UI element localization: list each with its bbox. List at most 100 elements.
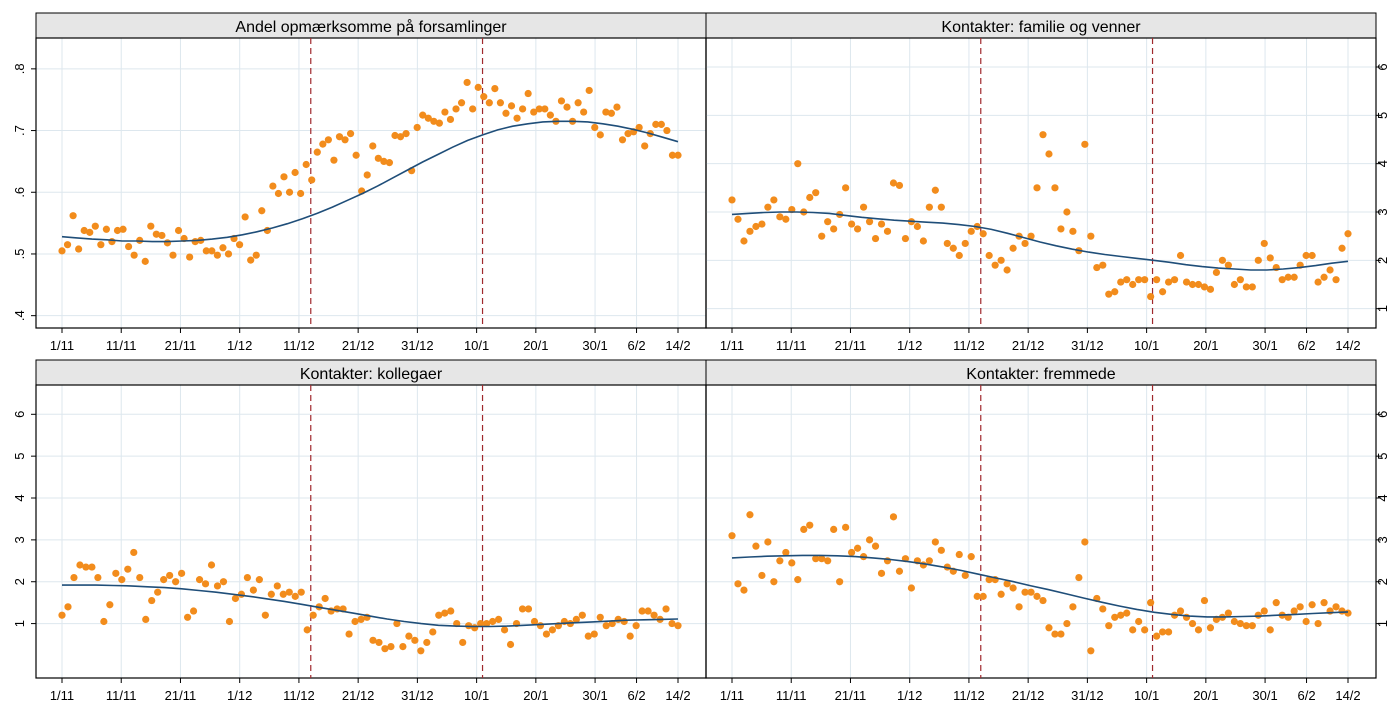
data-point: [86, 228, 94, 236]
data-point: [848, 220, 856, 228]
data-point: [812, 555, 820, 563]
data-point: [1164, 278, 1173, 286]
panel-title: Kontakter: familie og venner: [941, 19, 1141, 36]
data-point: [877, 569, 886, 577]
data-point: [794, 160, 802, 168]
y-tick-label: 3: [12, 536, 27, 543]
data-point: [740, 237, 748, 245]
data-point: [1230, 280, 1238, 289]
x-tick-label: 1/12: [227, 688, 252, 703]
data-point: [524, 605, 533, 613]
data-point: [160, 576, 168, 584]
data-point: [1057, 225, 1065, 233]
data-point: [578, 611, 586, 619]
data-point: [391, 131, 399, 140]
data-point: [75, 245, 83, 253]
data-point: [1320, 273, 1328, 281]
data-point: [563, 103, 571, 111]
x-tick-label: 20/1: [1193, 688, 1218, 703]
data-point: [195, 576, 204, 584]
x-tick-label: 11/11: [776, 688, 807, 703]
data-point: [979, 230, 987, 238]
data-point: [118, 576, 126, 584]
data-point: [925, 557, 933, 565]
data-point: [1164, 628, 1173, 636]
data-point: [557, 97, 566, 105]
data-point: [166, 571, 174, 580]
data-point: [154, 588, 162, 596]
data-point: [574, 99, 582, 107]
data-point: [644, 607, 652, 615]
data-point: [399, 643, 407, 651]
data-point: [1159, 288, 1167, 296]
data-point: [1039, 596, 1047, 605]
y-tick-label: 4: [12, 494, 27, 501]
data-point: [1153, 632, 1161, 640]
data-point: [1051, 184, 1059, 192]
panel-2: Kontakter: familie og venner 1 2 3 4 5 6 1/11 11…: [705, 12, 1390, 353]
data-point: [931, 186, 939, 194]
data-point: [1224, 609, 1232, 617]
data-point: [1302, 617, 1310, 626]
data-point: [91, 222, 99, 230]
data-point: [280, 173, 288, 181]
data-point: [1111, 613, 1119, 621]
data-point: [1266, 626, 1274, 634]
data-point: [949, 244, 957, 252]
data-point: [1176, 607, 1185, 615]
x-tick-label: 20/1: [1193, 338, 1218, 353]
data-point: [302, 160, 310, 169]
data-point: [1200, 283, 1209, 291]
data-point: [285, 188, 294, 196]
data-point: [261, 611, 269, 619]
x-tick-label: 1/12: [897, 688, 922, 703]
data-point: [1063, 619, 1071, 628]
data-point: [231, 594, 240, 603]
data-point: [351, 617, 359, 626]
data-point: [112, 569, 120, 577]
x-tick-label: 1/12: [227, 338, 252, 353]
data-point: [1326, 266, 1334, 274]
data-point: [1045, 150, 1053, 158]
data-point: [842, 184, 850, 192]
data-point: [219, 578, 228, 586]
data-point: [258, 207, 266, 215]
data-point: [1302, 251, 1310, 260]
data-point: [279, 590, 287, 598]
data-point: [324, 136, 332, 144]
panel-frame: [35, 37, 707, 329]
data-point: [452, 105, 460, 113]
data-point: [235, 241, 244, 249]
data-point: [1236, 619, 1244, 628]
data-point: [541, 105, 549, 113]
data-point: [991, 261, 999, 269]
data-point: [513, 114, 521, 122]
data-point: [1314, 619, 1322, 628]
data-point: [385, 159, 394, 167]
data-point: [255, 576, 263, 584]
data-point: [502, 109, 510, 117]
data-point: [82, 563, 90, 571]
data-point: [357, 615, 365, 624]
data-point: [489, 617, 497, 626]
data-point: [435, 119, 443, 127]
data-point: [158, 231, 166, 240]
data-point: [824, 557, 832, 565]
data-point: [842, 523, 850, 531]
data-point: [542, 630, 551, 638]
data-point: [1290, 273, 1298, 281]
data-point: [580, 108, 588, 116]
data-point: [997, 590, 1005, 598]
data-point: [836, 578, 844, 586]
x-tick-label: 21/12: [342, 688, 375, 703]
data-point: [626, 632, 634, 640]
data-point: [1170, 276, 1179, 284]
data-point: [374, 154, 382, 162]
x-tick-label: 21/12: [1012, 338, 1045, 353]
data-point: [1129, 626, 1137, 634]
data-point: [1069, 227, 1077, 235]
data-point: [274, 189, 283, 198]
data-point: [1021, 239, 1029, 248]
fit-line: [61, 120, 679, 243]
panel-3: Kontakter: kollegaer 1 2 3 4 5 6 1/11 11/11 21/11…: [12, 359, 707, 703]
